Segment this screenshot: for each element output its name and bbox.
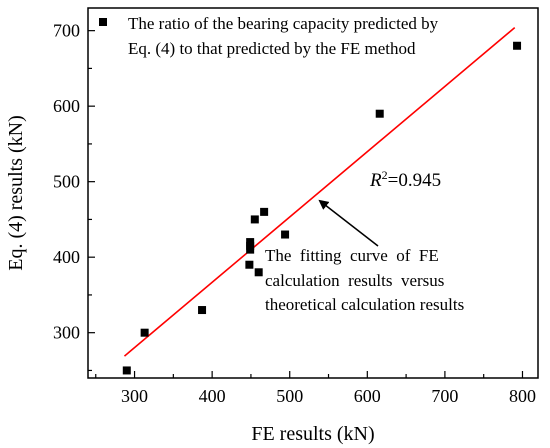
tick-labels: 300 400 500 600 700 800 300 400 500 600 700 <box>53 21 536 406</box>
data-point <box>246 238 255 247</box>
fit-note-line-2: calculation results versus <box>265 271 444 290</box>
fit-note-line-1: The fitting curve of FE <box>265 246 439 265</box>
y-tick-label: 600 <box>53 96 80 116</box>
y-tick-label: 400 <box>53 247 80 267</box>
fit-note-line-3: theoretical calculation results <box>265 295 464 314</box>
legend-marker <box>99 18 107 26</box>
data-points <box>122 41 522 375</box>
y-tick-label: 700 <box>53 21 80 41</box>
y-tick-label: 300 <box>53 323 80 343</box>
fit-line-group <box>123 27 516 357</box>
y-tick-label: 500 <box>53 172 80 192</box>
data-point <box>260 207 269 216</box>
data-point <box>250 215 259 224</box>
legend-line-2: Eq. (4) to that predicted by the FE meth… <box>128 39 416 58</box>
data-point <box>254 268 263 277</box>
plot-frame <box>87 7 539 379</box>
data-point <box>198 306 207 315</box>
axis-ticks <box>88 30 524 378</box>
data-point <box>140 328 149 337</box>
fit-note: The fitting curve of FE calculation resu… <box>265 246 464 314</box>
x-tick-label: 500 <box>276 386 303 406</box>
x-tick-label: 800 <box>509 386 536 406</box>
annotation-arrow <box>318 199 379 247</box>
x-tick-label: 700 <box>431 386 458 406</box>
x-tick-label: 400 <box>199 386 226 406</box>
fit-line <box>123 27 516 357</box>
data-point <box>281 230 290 239</box>
r-superscript: 2 <box>382 168 388 182</box>
legend-line-1: The ratio of the bearing capacity predic… <box>128 14 439 33</box>
data-point <box>122 366 131 375</box>
x-tick-label: 600 <box>354 386 381 406</box>
x-tick-label: 300 <box>121 386 148 406</box>
data-point <box>375 109 384 118</box>
r-symbol: R <box>369 170 382 191</box>
r-squared-value: =0.945 <box>388 170 441 191</box>
legend: The ratio of the bearing capacity predic… <box>99 14 439 58</box>
data-point <box>513 41 522 50</box>
x-axis-title: FE results (kN) <box>251 423 374 445</box>
r-squared-label: R2=0.945 <box>369 168 441 191</box>
data-point <box>245 260 254 269</box>
y-axis-title: Eq. (4) results (kN) <box>5 115 27 271</box>
